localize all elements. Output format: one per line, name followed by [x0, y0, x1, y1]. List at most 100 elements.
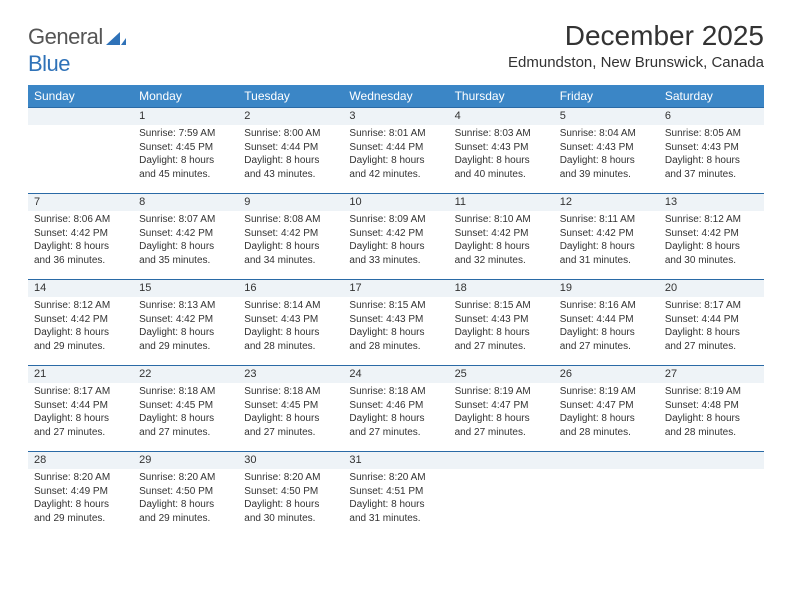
calendar-cell: 8Sunrise: 8:07 AMSunset: 4:42 PMDaylight… — [133, 193, 238, 279]
day-header: Tuesday — [238, 85, 343, 107]
day-number: 12 — [554, 193, 659, 211]
sunset-text: Sunset: 4:44 PM — [34, 399, 127, 413]
logo-text: General Blue — [28, 24, 126, 77]
sunset-text: Sunset: 4:42 PM — [139, 313, 232, 327]
daylight-text: Daylight: 8 hours and 28 minutes. — [665, 412, 758, 439]
sunrise-text: Sunrise: 8:03 AM — [455, 127, 548, 141]
sunrise-text: Sunrise: 8:19 AM — [455, 385, 548, 399]
sunrise-text: Sunrise: 8:20 AM — [244, 471, 337, 485]
calendar-cell: 24Sunrise: 8:18 AMSunset: 4:46 PMDayligh… — [343, 365, 448, 451]
day-number: 9 — [238, 193, 343, 211]
day-details: Sunrise: 8:17 AMSunset: 4:44 PMDaylight:… — [659, 297, 764, 357]
day-number: 5 — [554, 107, 659, 125]
sunset-text: Sunset: 4:42 PM — [34, 227, 127, 241]
calendar-cell: 22Sunrise: 8:18 AMSunset: 4:45 PMDayligh… — [133, 365, 238, 451]
sunset-text: Sunset: 4:49 PM — [34, 485, 127, 499]
sunset-text: Sunset: 4:42 PM — [665, 227, 758, 241]
day-details: Sunrise: 8:04 AMSunset: 4:43 PMDaylight:… — [554, 125, 659, 185]
sunset-text: Sunset: 4:42 PM — [455, 227, 548, 241]
day-number: 31 — [343, 451, 448, 469]
day-number — [28, 107, 133, 125]
sunset-text: Sunset: 4:43 PM — [665, 141, 758, 155]
sunrise-text: Sunrise: 8:15 AM — [455, 299, 548, 313]
day-number: 27 — [659, 365, 764, 383]
daylight-text: Daylight: 8 hours and 28 minutes. — [244, 326, 337, 353]
logo: General Blue — [28, 20, 126, 77]
calendar-cell: 1Sunrise: 7:59 AMSunset: 4:45 PMDaylight… — [133, 107, 238, 193]
day-details: Sunrise: 8:01 AMSunset: 4:44 PMDaylight:… — [343, 125, 448, 185]
calendar-cell: 25Sunrise: 8:19 AMSunset: 4:47 PMDayligh… — [449, 365, 554, 451]
calendar-cell: 16Sunrise: 8:14 AMSunset: 4:43 PMDayligh… — [238, 279, 343, 365]
daylight-text: Daylight: 8 hours and 31 minutes. — [349, 498, 442, 525]
day-number: 7 — [28, 193, 133, 211]
calendar-cell — [659, 451, 764, 537]
day-details: Sunrise: 8:15 AMSunset: 4:43 PMDaylight:… — [449, 297, 554, 357]
daylight-text: Daylight: 8 hours and 42 minutes. — [349, 154, 442, 181]
day-details: Sunrise: 8:17 AMSunset: 4:44 PMDaylight:… — [28, 383, 133, 443]
day-header: Sunday — [28, 85, 133, 107]
day-number: 21 — [28, 365, 133, 383]
calendar-week-row: 28Sunrise: 8:20 AMSunset: 4:49 PMDayligh… — [28, 451, 764, 537]
sunrise-text: Sunrise: 8:17 AM — [665, 299, 758, 313]
calendar-cell: 15Sunrise: 8:13 AMSunset: 4:42 PMDayligh… — [133, 279, 238, 365]
sunrise-text: Sunrise: 8:18 AM — [349, 385, 442, 399]
day-details: Sunrise: 8:15 AMSunset: 4:43 PMDaylight:… — [343, 297, 448, 357]
logo-word-2: Blue — [28, 51, 70, 76]
day-details: Sunrise: 8:18 AMSunset: 4:45 PMDaylight:… — [238, 383, 343, 443]
day-header: Saturday — [659, 85, 764, 107]
day-details: Sunrise: 8:10 AMSunset: 4:42 PMDaylight:… — [449, 211, 554, 271]
sunrise-text: Sunrise: 8:17 AM — [34, 385, 127, 399]
location-subtitle: Edmundston, New Brunswick, Canada — [508, 54, 764, 71]
calendar-cell: 21Sunrise: 8:17 AMSunset: 4:44 PMDayligh… — [28, 365, 133, 451]
calendar-cell: 28Sunrise: 8:20 AMSunset: 4:49 PMDayligh… — [28, 451, 133, 537]
day-number: 24 — [343, 365, 448, 383]
sunrise-text: Sunrise: 8:19 AM — [665, 385, 758, 399]
day-details: Sunrise: 8:16 AMSunset: 4:44 PMDaylight:… — [554, 297, 659, 357]
daylight-text: Daylight: 8 hours and 30 minutes. — [244, 498, 337, 525]
day-details: Sunrise: 8:08 AMSunset: 4:42 PMDaylight:… — [238, 211, 343, 271]
daylight-text: Daylight: 8 hours and 27 minutes. — [455, 412, 548, 439]
daylight-text: Daylight: 8 hours and 27 minutes. — [34, 412, 127, 439]
daylight-text: Daylight: 8 hours and 29 minutes. — [34, 326, 127, 353]
day-details: Sunrise: 8:20 AMSunset: 4:49 PMDaylight:… — [28, 469, 133, 529]
daylight-text: Daylight: 8 hours and 39 minutes. — [560, 154, 653, 181]
day-number: 10 — [343, 193, 448, 211]
sunset-text: Sunset: 4:50 PM — [244, 485, 337, 499]
day-details: Sunrise: 8:19 AMSunset: 4:47 PMDaylight:… — [554, 383, 659, 443]
daylight-text: Daylight: 8 hours and 35 minutes. — [139, 240, 232, 267]
day-details: Sunrise: 8:14 AMSunset: 4:43 PMDaylight:… — [238, 297, 343, 357]
day-number: 3 — [343, 107, 448, 125]
day-details: Sunrise: 8:03 AMSunset: 4:43 PMDaylight:… — [449, 125, 554, 185]
day-details: Sunrise: 7:59 AMSunset: 4:45 PMDaylight:… — [133, 125, 238, 185]
calendar-cell: 5Sunrise: 8:04 AMSunset: 4:43 PMDaylight… — [554, 107, 659, 193]
day-details: Sunrise: 8:13 AMSunset: 4:42 PMDaylight:… — [133, 297, 238, 357]
daylight-text: Daylight: 8 hours and 36 minutes. — [34, 240, 127, 267]
day-header: Friday — [554, 85, 659, 107]
daylight-text: Daylight: 8 hours and 45 minutes. — [139, 154, 232, 181]
day-number: 23 — [238, 365, 343, 383]
daylight-text: Daylight: 8 hours and 31 minutes. — [560, 240, 653, 267]
daylight-text: Daylight: 8 hours and 43 minutes. — [244, 154, 337, 181]
calendar-cell: 11Sunrise: 8:10 AMSunset: 4:42 PMDayligh… — [449, 193, 554, 279]
calendar-cell: 12Sunrise: 8:11 AMSunset: 4:42 PMDayligh… — [554, 193, 659, 279]
daylight-text: Daylight: 8 hours and 30 minutes. — [665, 240, 758, 267]
day-details: Sunrise: 8:12 AMSunset: 4:42 PMDaylight:… — [28, 297, 133, 357]
day-number: 16 — [238, 279, 343, 297]
daylight-text: Daylight: 8 hours and 29 minutes. — [34, 498, 127, 525]
day-details: Sunrise: 8:12 AMSunset: 4:42 PMDaylight:… — [659, 211, 764, 271]
day-number: 30 — [238, 451, 343, 469]
day-header-row: Sunday Monday Tuesday Wednesday Thursday… — [28, 85, 764, 107]
sunrise-text: Sunrise: 8:01 AM — [349, 127, 442, 141]
sunset-text: Sunset: 4:42 PM — [139, 227, 232, 241]
day-number: 11 — [449, 193, 554, 211]
sunset-text: Sunset: 4:42 PM — [560, 227, 653, 241]
sunset-text: Sunset: 4:43 PM — [455, 141, 548, 155]
calendar-cell — [449, 451, 554, 537]
day-details: Sunrise: 8:18 AMSunset: 4:46 PMDaylight:… — [343, 383, 448, 443]
sunset-text: Sunset: 4:44 PM — [349, 141, 442, 155]
sunrise-text: Sunrise: 8:20 AM — [139, 471, 232, 485]
day-number: 17 — [343, 279, 448, 297]
day-details: Sunrise: 8:05 AMSunset: 4:43 PMDaylight:… — [659, 125, 764, 185]
daylight-text: Daylight: 8 hours and 32 minutes. — [455, 240, 548, 267]
daylight-text: Daylight: 8 hours and 33 minutes. — [349, 240, 442, 267]
